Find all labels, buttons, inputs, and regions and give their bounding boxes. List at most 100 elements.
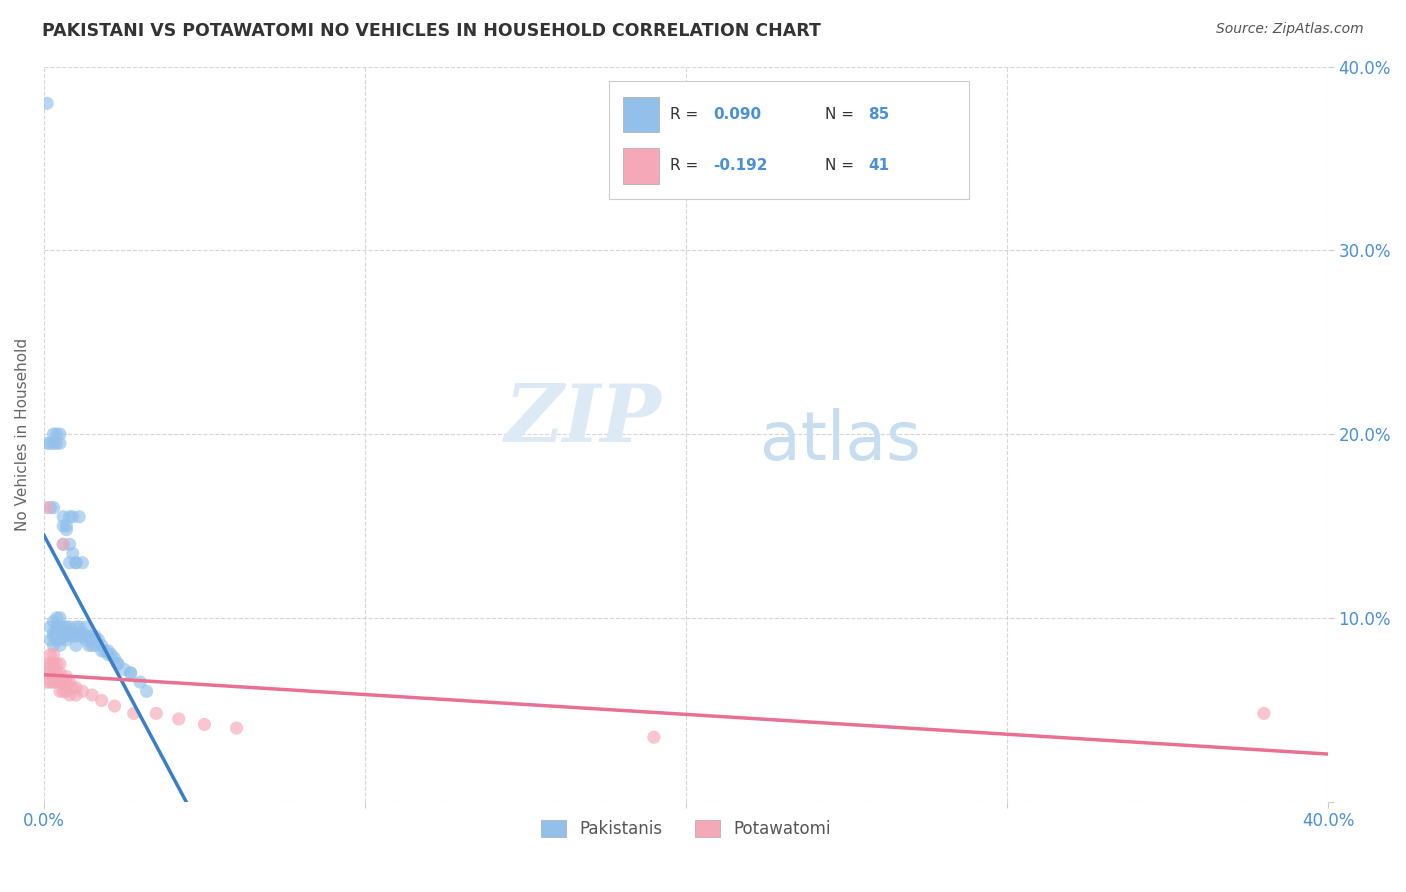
Point: [55, 519, 77, 533]
Point: [52, 537, 75, 551]
Point: [58, 556, 80, 570]
Point: [35, 500, 58, 515]
Point: [225, 721, 247, 735]
Point: [35, 96, 58, 111]
Point: [62, 509, 84, 524]
Point: [145, 706, 167, 721]
Point: [49, 639, 72, 653]
Point: [58, 620, 80, 634]
Point: [58, 625, 80, 640]
Legend: Pakistanis, Potawatomi: Pakistanis, Potawatomi: [534, 814, 838, 845]
Point: [55, 675, 77, 690]
Point: [45, 675, 67, 690]
Text: atlas: atlas: [759, 409, 921, 475]
Point: [55, 670, 77, 684]
Point: [84, 639, 107, 653]
Point: [52, 519, 75, 533]
Point: [52, 537, 75, 551]
Point: [62, 625, 84, 640]
Point: [45, 625, 67, 640]
Point: [55, 684, 77, 698]
Point: [45, 632, 67, 647]
Point: [75, 632, 97, 647]
Point: [42, 436, 65, 450]
Point: [87, 632, 110, 647]
Point: [1253, 706, 1275, 721]
Point: [45, 436, 67, 450]
Point: [58, 509, 80, 524]
Point: [52, 620, 75, 634]
Point: [49, 611, 72, 625]
Point: [80, 632, 103, 647]
Point: [72, 625, 94, 640]
Point: [80, 629, 103, 643]
Point: [90, 639, 112, 653]
Point: [77, 639, 100, 653]
Point: [55, 620, 77, 634]
Point: [42, 625, 65, 640]
Point: [120, 665, 142, 680]
Point: [97, 648, 120, 662]
Point: [49, 629, 72, 643]
Point: [49, 427, 72, 442]
Point: [49, 657, 72, 671]
Point: [65, 620, 87, 634]
Point: [49, 675, 72, 690]
Point: [52, 509, 75, 524]
Point: [45, 611, 67, 625]
Point: [39, 436, 62, 450]
Point: [65, 639, 87, 653]
Point: [39, 657, 62, 671]
Point: [35, 675, 58, 690]
Point: [55, 632, 77, 647]
Point: [129, 675, 152, 690]
Point: [39, 648, 62, 662]
Point: [45, 427, 67, 442]
Point: [97, 644, 120, 658]
Point: [42, 675, 65, 690]
Point: [35, 436, 58, 450]
Point: [72, 629, 94, 643]
Point: [39, 675, 62, 690]
Point: [49, 632, 72, 647]
Point: [52, 675, 75, 690]
Point: [49, 665, 72, 680]
Point: [80, 639, 103, 653]
Point: [35, 665, 58, 680]
Text: Source: ZipAtlas.com: Source: ZipAtlas.com: [1216, 22, 1364, 37]
Point: [42, 639, 65, 653]
Point: [52, 625, 75, 640]
Point: [49, 625, 72, 640]
Point: [72, 629, 94, 643]
Point: [90, 693, 112, 707]
Point: [107, 657, 129, 671]
Point: [42, 657, 65, 671]
Point: [58, 688, 80, 702]
Point: [72, 684, 94, 698]
Point: [52, 684, 75, 698]
Point: [42, 665, 65, 680]
Point: [62, 547, 84, 561]
Text: PAKISTANI VS POTAWATOMI NO VEHICLES IN HOUSEHOLD CORRELATION CHART: PAKISTANI VS POTAWATOMI NO VEHICLES IN H…: [42, 22, 821, 40]
Point: [65, 556, 87, 570]
Point: [42, 500, 65, 515]
Point: [120, 665, 142, 680]
Point: [62, 681, 84, 695]
Point: [45, 665, 67, 680]
Point: [167, 712, 190, 726]
Point: [112, 662, 135, 676]
Point: [45, 620, 67, 634]
Point: [193, 717, 215, 731]
Point: [42, 427, 65, 442]
Point: [62, 629, 84, 643]
Point: [49, 436, 72, 450]
Point: [39, 500, 62, 515]
Point: [103, 699, 125, 714]
Point: [45, 629, 67, 643]
Point: [107, 657, 129, 671]
Point: [65, 556, 87, 570]
Point: [80, 688, 103, 702]
Point: [58, 675, 80, 690]
Point: [52, 629, 75, 643]
Point: [55, 625, 77, 640]
